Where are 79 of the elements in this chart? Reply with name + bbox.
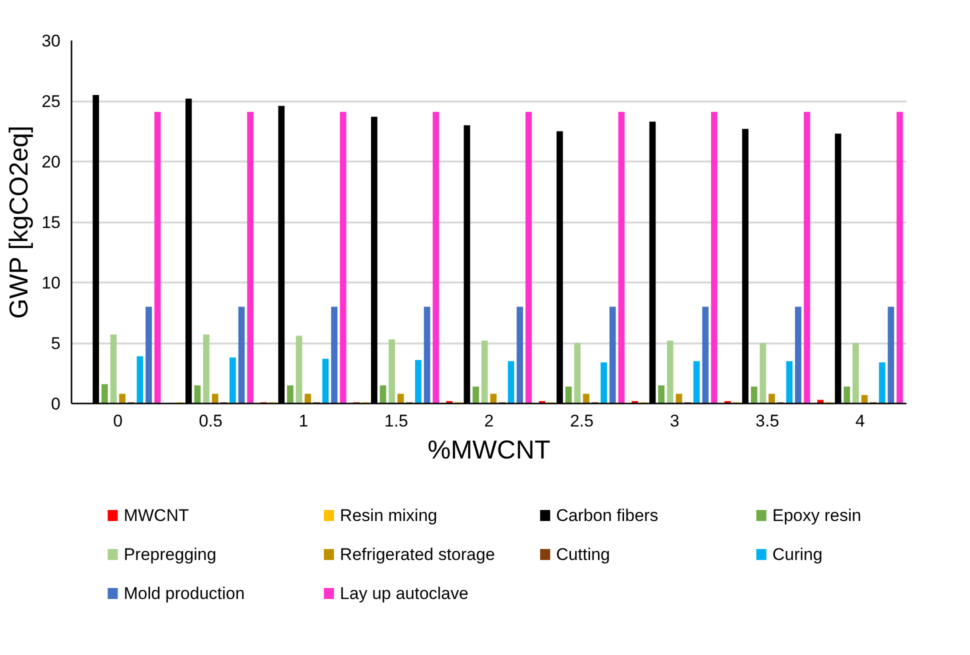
bar [154,112,161,404]
bar [247,112,254,404]
bar [101,384,108,404]
bar [490,394,497,404]
bar [693,361,700,404]
bar [525,112,532,404]
bar [711,112,718,404]
y-tick-label: 10 [42,274,61,292]
bar [760,343,766,404]
bar [415,360,422,404]
bar [609,306,616,404]
bar [136,356,144,404]
bar [666,340,674,404]
bar [322,358,329,404]
y-tick-label: 0 [51,394,61,414]
bar [768,394,775,404]
bar [750,386,758,404]
bar [583,394,590,404]
x-tick-label: 2 [484,412,494,430]
bar [844,386,850,404]
bar [331,306,338,404]
bar [565,386,572,404]
bar [888,306,894,404]
y-tick-label: 30 [42,32,61,50]
legend-label: Refrigerated storage [340,545,495,564]
bar [786,361,793,404]
bar [388,339,395,404]
y-tick-label: 5 [51,334,61,353]
bar [804,112,810,404]
legend-label: Prepregging [124,545,216,564]
legend-label: Curing [772,545,822,564]
x-tick-label: 2.5 [570,412,594,430]
legend-label: Cutting [556,545,610,564]
x-tick-label: 4 [855,412,865,430]
bar [574,343,581,404]
x-tick-label: 0.5 [198,412,222,430]
bar [397,394,404,404]
legend-label: Lay up autoclave [340,584,468,603]
bar [380,385,386,404]
bar [424,306,430,404]
legend-label: Epoxy resin [772,506,862,525]
legend-label: Carbon fibers [556,506,658,525]
legend-label: Mold production [124,584,245,603]
legend-label: MWCNT [124,506,189,525]
y-tick-label: 20 [42,152,61,172]
y-axis-title: GWP [kgCO2eq] [4,126,34,319]
bar [702,306,709,404]
bar [472,386,479,404]
y-tick-label: 25 [42,92,61,111]
x-tick-label: 1.5 [384,412,408,430]
x-axis-title: %MWCNT [428,434,550,464]
bar [304,394,312,404]
bar [618,112,625,404]
bar [481,340,488,404]
bar [230,358,236,404]
bar [194,385,201,404]
y-tick-label: 15 [42,213,61,232]
x-tick-label: 1 [298,412,308,430]
bar [516,306,524,404]
bar [110,334,117,404]
bar [296,336,302,404]
bar [238,306,245,404]
bar [508,361,514,404]
bar [896,112,903,404]
x-tick-label: 3.5 [756,412,780,430]
bar [795,306,802,404]
bar [287,385,294,404]
legend-label: Resin mixing [340,506,438,525]
bar [432,112,440,404]
bar [878,362,886,404]
bar [203,334,210,404]
bar [852,343,859,404]
bar [658,385,665,404]
bar [340,112,346,404]
x-tick-label: 0 [113,412,123,430]
bar [146,306,152,404]
bar [119,394,126,404]
bar [600,362,607,404]
x-tick-label: 3 [670,412,680,430]
